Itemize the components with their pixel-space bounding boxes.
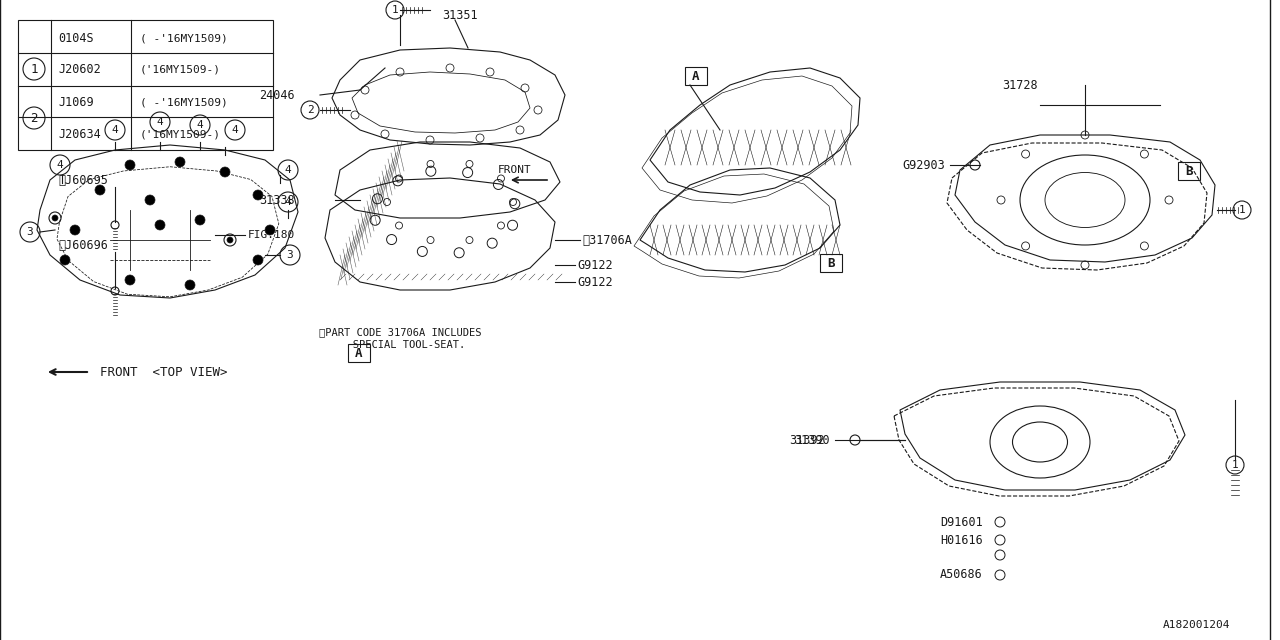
Circle shape (265, 225, 275, 235)
Text: 4: 4 (197, 120, 204, 130)
Text: ③J60695: ③J60695 (58, 173, 108, 186)
Circle shape (220, 167, 230, 177)
Text: 4: 4 (56, 160, 64, 170)
Text: 2: 2 (307, 105, 314, 115)
Text: 0104S: 0104S (58, 31, 93, 45)
Text: ※31706A: ※31706A (582, 234, 632, 246)
Text: 31351: 31351 (442, 8, 477, 22)
Text: 31728: 31728 (1002, 79, 1038, 92)
Text: 3: 3 (287, 250, 293, 260)
Circle shape (186, 280, 195, 290)
Circle shape (145, 195, 155, 205)
Text: A: A (692, 70, 700, 83)
Circle shape (70, 225, 81, 235)
Text: ('16MY1509-): ('16MY1509-) (140, 129, 221, 139)
Text: ( -'16MY1509): ( -'16MY1509) (140, 33, 228, 43)
Text: ( -'16MY1509): ( -'16MY1509) (140, 97, 228, 107)
Text: 1: 1 (31, 63, 37, 76)
Text: J1069: J1069 (58, 95, 93, 109)
Text: G92903: G92903 (902, 159, 945, 172)
Text: 1: 1 (1239, 205, 1245, 215)
Circle shape (155, 220, 165, 230)
Bar (685, 67, 707, 85)
Circle shape (253, 255, 262, 265)
Text: A: A (356, 346, 362, 360)
Text: G9122: G9122 (577, 275, 613, 289)
Text: ('16MY1509-): ('16MY1509-) (140, 64, 221, 74)
Text: 24046: 24046 (260, 88, 294, 102)
Text: 1: 1 (392, 5, 398, 15)
Bar (18, 20, 273, 150)
Text: FIG.180: FIG.180 (248, 230, 296, 240)
Bar (820, 254, 842, 272)
Text: SPECIAL TOOL-SEAT.: SPECIAL TOOL-SEAT. (334, 340, 466, 350)
Text: A50686: A50686 (940, 568, 983, 582)
Circle shape (125, 275, 134, 285)
Text: B: B (1185, 164, 1193, 177)
Text: FRONT: FRONT (498, 165, 532, 175)
Text: 1: 1 (1231, 460, 1238, 470)
Text: 31338: 31338 (260, 193, 294, 207)
Text: 3: 3 (27, 227, 33, 237)
Circle shape (95, 185, 105, 195)
Circle shape (52, 215, 58, 221)
Text: ④J60696: ④J60696 (58, 239, 108, 252)
Text: J20634: J20634 (58, 127, 101, 141)
Circle shape (60, 255, 70, 265)
Text: 4: 4 (111, 125, 118, 135)
Text: B: B (827, 257, 835, 269)
Circle shape (253, 190, 262, 200)
Text: G9122: G9122 (577, 259, 613, 271)
Text: 4: 4 (284, 165, 292, 175)
Text: J20602: J20602 (58, 63, 101, 76)
Circle shape (227, 237, 233, 243)
Bar (1178, 162, 1201, 180)
Bar (348, 344, 370, 362)
Text: 31390: 31390 (795, 433, 829, 447)
Text: H01616: H01616 (940, 534, 983, 547)
Text: FRONT  <TOP VIEW>: FRONT <TOP VIEW> (100, 365, 228, 378)
Text: D91601: D91601 (940, 515, 983, 529)
Text: 31392: 31392 (790, 433, 826, 447)
Text: ※PART CODE 31706A INCLUDES: ※PART CODE 31706A INCLUDES (319, 327, 481, 337)
Text: A182001204: A182001204 (1162, 620, 1230, 630)
Text: 2: 2 (31, 111, 37, 125)
Circle shape (195, 215, 205, 225)
Circle shape (175, 157, 186, 167)
Text: 4: 4 (232, 125, 238, 135)
Text: 4: 4 (156, 117, 164, 127)
Circle shape (125, 160, 134, 170)
Text: 4: 4 (284, 197, 292, 207)
